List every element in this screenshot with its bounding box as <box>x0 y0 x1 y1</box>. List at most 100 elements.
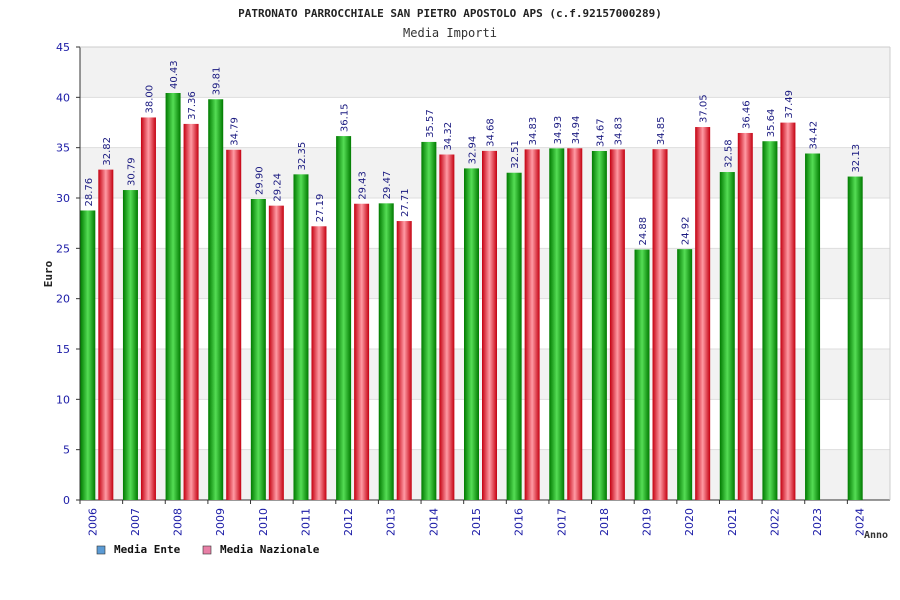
value-label-ente: 32.35 <box>297 142 308 171</box>
value-label-ente: 34.67 <box>595 118 606 147</box>
chart-subtitle: Media Importi <box>403 26 497 40</box>
bar-media-ente <box>762 141 778 500</box>
value-label-nazionale: 27.19 <box>315 194 326 223</box>
value-label-ente: 32.13 <box>851 144 862 173</box>
bar-media-ente <box>634 249 650 500</box>
chart-title: PATRONATO PARROCCHIALE SAN PIETRO APOSTO… <box>238 7 662 20</box>
x-tick-label: 2015 <box>470 508 483 536</box>
y-tick-label: 5 <box>63 444 70 457</box>
x-axis-label: Anno <box>864 530 888 541</box>
bar-media-nazionale <box>737 132 753 500</box>
bar-media-ente <box>464 168 479 501</box>
value-label-ente: 36.15 <box>340 103 351 132</box>
value-label-nazionale: 36.46 <box>741 100 752 129</box>
x-tick-label: 2024 <box>854 508 867 536</box>
value-label-ente: 34.42 <box>809 121 820 150</box>
value-label-nazionale: 27.71 <box>400 188 411 217</box>
value-label-nazionale: 34.83 <box>613 117 624 146</box>
bar-media-ente <box>847 176 863 501</box>
value-label-nazionale: 32.82 <box>102 137 113 166</box>
legend-swatch-nazionale <box>202 545 212 555</box>
bar-media-ente <box>378 203 394 500</box>
value-label-ente: 39.81 <box>212 67 223 96</box>
x-tick-label: 2021 <box>726 508 739 536</box>
bar-media-nazionale <box>226 149 242 500</box>
x-tick-label: 2014 <box>427 508 440 536</box>
legend-label-nazionale: Media Nazionale <box>220 543 320 556</box>
bar-media-nazionale <box>311 226 327 500</box>
y-tick-label: 10 <box>56 393 70 406</box>
y-tick-label: 15 <box>56 343 70 356</box>
value-labels: 28.76 32.82 30.79 38.00 40.43 37.36 39.81 34.79… <box>84 60 862 245</box>
bar-media-ente <box>250 199 266 501</box>
value-label-ente: 29.47 <box>382 171 393 200</box>
bar-media-nazionale <box>439 154 455 500</box>
value-label-ente: 35.64 <box>766 109 777 138</box>
y-tick-label: 30 <box>56 192 70 205</box>
value-label-ente: 35.57 <box>425 109 436 138</box>
bar-media-nazionale <box>780 122 796 500</box>
legend-label-ente: Media Ente <box>114 543 181 556</box>
bar-media-nazionale <box>482 150 497 500</box>
x-tick-label: 2022 <box>768 508 781 536</box>
x-tick-label: 2020 <box>683 508 696 536</box>
bar-media-nazionale <box>98 169 114 500</box>
legend-swatch-ente <box>96 545 106 555</box>
value-label-nazionale: 34.79 <box>230 117 241 146</box>
bar-media-ente <box>805 153 821 500</box>
value-label-ente: 32.94 <box>468 136 479 165</box>
value-label-ente: 40.43 <box>169 60 180 89</box>
value-label-ente: 32.58 <box>723 139 734 168</box>
x-tick-label: 2007 <box>129 508 142 536</box>
bar-media-ente <box>506 172 522 500</box>
x-tick-label: 2013 <box>385 508 398 536</box>
value-label-nazionale: 37.49 <box>784 90 795 119</box>
bar-media-nazionale <box>567 148 583 500</box>
bar-media-ente <box>293 174 309 501</box>
legend: Media Ente Media Nazionale <box>96 543 320 556</box>
bar-media-ente <box>122 190 138 500</box>
bar-media-ente <box>549 148 565 500</box>
bar-media-ente <box>421 141 437 501</box>
x-tick-label: 2017 <box>555 508 568 536</box>
value-label-nazionale: 29.24 <box>272 173 283 202</box>
bar-media-ente <box>677 249 693 500</box>
value-label-nazionale: 37.05 <box>699 94 710 123</box>
value-label-ente: 30.79 <box>126 157 137 186</box>
x-tick-label: 2011 <box>299 508 312 536</box>
bar-media-nazionale <box>652 149 668 500</box>
y-tick-label: 35 <box>56 142 70 155</box>
band <box>80 47 890 98</box>
x-tick-label: 2012 <box>342 508 355 536</box>
x-tick-label: 2016 <box>513 508 526 536</box>
value-label-nazionale: 29.43 <box>358 171 369 200</box>
x-axis-ticks: 2006 2007 2008 2009 2010 2011 2012 2013 2014 2015… <box>79 500 867 536</box>
y-tick-label: 20 <box>56 293 70 306</box>
bar-media-ente <box>165 93 181 500</box>
x-tick-label: 2006 <box>86 508 99 536</box>
bar-media-nazionale <box>183 123 199 500</box>
x-tick-label: 2009 <box>214 508 227 536</box>
value-label-ente: 32.51 <box>510 140 521 169</box>
value-label-ente: 28.76 <box>84 178 95 207</box>
bar-media-ente <box>208 99 224 500</box>
bar-media-nazionale <box>695 127 711 500</box>
y-tick-label: 0 <box>63 494 70 507</box>
value-label-nazionale: 37.36 <box>187 91 198 120</box>
value-label-nazionale: 34.32 <box>443 122 454 151</box>
bar-media-nazionale <box>268 205 284 500</box>
y-tick-label: 45 <box>56 41 70 54</box>
bar-media-nazionale <box>354 203 370 500</box>
bar-media-nazionale <box>140 117 156 500</box>
value-label-nazionale: 34.68 <box>486 118 497 147</box>
bar-media-nazionale <box>396 221 412 500</box>
bar-media-ente <box>80 210 96 500</box>
x-tick-label: 2023 <box>811 508 824 536</box>
y-axis-ticks: 0 5 10 15 20 25 30 35 40 45 <box>56 41 80 507</box>
value-label-ente: 24.88 <box>638 217 649 246</box>
bar-media-ente <box>336 136 352 500</box>
bars <box>80 93 863 501</box>
x-tick-label: 2010 <box>257 508 270 536</box>
x-tick-label: 2008 <box>172 508 185 536</box>
y-tick-label: 25 <box>56 242 70 255</box>
